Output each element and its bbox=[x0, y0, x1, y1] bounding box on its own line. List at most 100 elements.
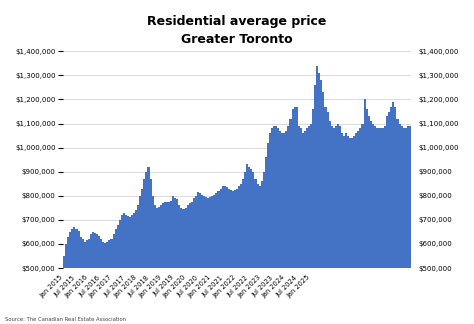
Bar bbox=[256, 184, 259, 324]
Bar bbox=[115, 229, 117, 324]
Bar bbox=[248, 167, 250, 324]
Bar bbox=[261, 181, 263, 324]
Bar bbox=[296, 107, 298, 324]
Bar bbox=[187, 205, 189, 324]
Bar bbox=[279, 131, 281, 324]
Bar bbox=[178, 205, 181, 324]
Bar bbox=[131, 215, 133, 324]
Bar bbox=[345, 133, 347, 324]
Bar bbox=[121, 215, 123, 324]
Bar bbox=[328, 121, 331, 324]
Bar bbox=[94, 233, 96, 324]
Bar bbox=[277, 128, 279, 324]
Bar bbox=[343, 136, 345, 324]
Bar bbox=[88, 239, 90, 324]
Bar bbox=[156, 208, 158, 324]
Bar bbox=[365, 109, 368, 324]
Bar bbox=[271, 128, 273, 324]
Bar bbox=[399, 123, 401, 324]
Bar bbox=[236, 189, 238, 324]
Bar bbox=[232, 191, 234, 324]
Bar bbox=[298, 126, 300, 324]
Bar bbox=[118, 220, 121, 324]
Bar bbox=[333, 128, 335, 324]
Bar bbox=[193, 198, 195, 324]
Bar bbox=[218, 191, 219, 324]
Bar bbox=[353, 136, 356, 324]
Bar bbox=[168, 202, 170, 324]
Bar bbox=[78, 231, 80, 324]
Bar bbox=[242, 179, 244, 324]
Bar bbox=[112, 234, 115, 324]
Bar bbox=[356, 133, 357, 324]
Bar bbox=[320, 80, 322, 324]
Bar bbox=[182, 209, 184, 324]
Bar bbox=[73, 227, 75, 324]
Bar bbox=[362, 123, 364, 324]
Bar bbox=[150, 179, 152, 324]
Bar bbox=[234, 190, 236, 324]
Bar bbox=[207, 198, 209, 324]
Bar bbox=[181, 208, 182, 324]
Bar bbox=[341, 133, 343, 324]
Bar bbox=[152, 196, 154, 324]
Bar bbox=[401, 126, 402, 324]
Bar bbox=[63, 256, 65, 324]
Bar bbox=[201, 195, 203, 324]
Bar bbox=[324, 107, 327, 324]
Bar bbox=[98, 236, 100, 324]
Bar bbox=[386, 116, 388, 324]
Bar bbox=[176, 199, 178, 324]
Bar bbox=[137, 205, 139, 324]
Bar bbox=[226, 187, 228, 324]
Bar bbox=[349, 138, 351, 324]
Bar bbox=[285, 131, 287, 324]
Bar bbox=[283, 133, 285, 324]
Bar bbox=[110, 239, 112, 324]
Bar bbox=[392, 102, 394, 324]
Bar bbox=[86, 240, 88, 324]
Bar bbox=[195, 196, 197, 324]
Bar bbox=[104, 243, 106, 324]
Bar bbox=[184, 208, 187, 324]
Bar bbox=[382, 128, 384, 324]
Bar bbox=[407, 126, 409, 324]
Bar bbox=[402, 128, 405, 324]
Bar bbox=[290, 119, 292, 324]
Bar bbox=[255, 179, 256, 324]
Bar bbox=[80, 237, 82, 324]
Bar bbox=[92, 232, 94, 324]
Bar bbox=[72, 229, 73, 324]
Bar bbox=[388, 111, 390, 324]
Bar bbox=[405, 128, 407, 324]
Bar bbox=[228, 189, 230, 324]
Bar bbox=[312, 109, 314, 324]
Bar bbox=[84, 241, 86, 324]
Bar bbox=[302, 133, 304, 324]
Bar bbox=[197, 192, 199, 324]
Bar bbox=[339, 126, 341, 324]
Bar bbox=[170, 201, 172, 324]
Bar bbox=[154, 205, 156, 324]
Bar bbox=[372, 123, 374, 324]
Bar bbox=[364, 99, 365, 324]
Bar bbox=[300, 128, 302, 324]
Bar bbox=[267, 143, 269, 324]
Bar bbox=[318, 73, 320, 324]
Bar bbox=[275, 126, 277, 324]
Bar bbox=[250, 169, 253, 324]
Bar bbox=[100, 239, 102, 324]
Bar bbox=[174, 198, 176, 324]
Bar bbox=[374, 126, 376, 324]
Bar bbox=[316, 66, 318, 324]
Bar bbox=[359, 128, 362, 324]
Bar bbox=[240, 184, 242, 324]
Bar bbox=[96, 234, 98, 324]
Bar bbox=[135, 210, 137, 324]
Bar bbox=[314, 85, 316, 324]
Bar bbox=[211, 196, 213, 324]
Bar bbox=[230, 190, 232, 324]
Bar bbox=[109, 240, 110, 324]
Bar bbox=[191, 202, 193, 324]
Bar bbox=[203, 196, 205, 324]
